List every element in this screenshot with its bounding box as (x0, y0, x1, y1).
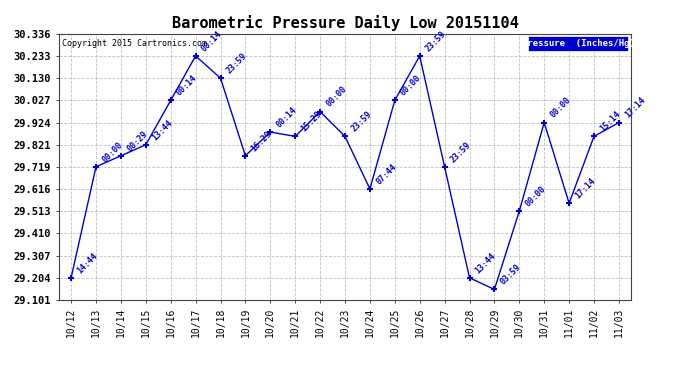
Text: 00:14: 00:14 (275, 105, 299, 129)
Text: 00:14: 00:14 (175, 74, 199, 98)
Text: 00:00: 00:00 (524, 184, 547, 209)
Text: 14:44: 14:44 (75, 251, 99, 275)
Text: 23:59: 23:59 (225, 51, 248, 75)
Text: 17:14: 17:14 (623, 96, 647, 120)
Text: 03:59: 03:59 (499, 262, 522, 286)
FancyBboxPatch shape (529, 36, 629, 51)
Text: 23:59: 23:59 (424, 29, 448, 53)
Text: 16:29: 16:29 (250, 129, 274, 153)
Title: Barometric Pressure Daily Low 20151104: Barometric Pressure Daily Low 20151104 (172, 15, 518, 31)
Text: 23:59: 23:59 (448, 140, 473, 164)
Text: Copyright 2015 Cartronics.com: Copyright 2015 Cartronics.com (61, 39, 206, 48)
Text: 00:00: 00:00 (324, 85, 348, 109)
Text: 07:44: 07:44 (374, 162, 398, 186)
Text: 00:00: 00:00 (549, 96, 573, 120)
Text: 17:14: 17:14 (573, 176, 598, 200)
Text: 13:44: 13:44 (473, 251, 497, 275)
Text: 00:29: 00:29 (125, 129, 149, 153)
Text: 00:00: 00:00 (100, 140, 124, 164)
Text: 15:14: 15:14 (598, 110, 622, 134)
Text: 13:44: 13:44 (150, 118, 174, 142)
Text: 00:00: 00:00 (399, 74, 423, 98)
Text: 15:29: 15:29 (299, 110, 324, 134)
Text: 23:59: 23:59 (349, 110, 373, 134)
Text: Pressure  (Inches/Hg): Pressure (Inches/Hg) (522, 39, 635, 48)
Text: 00:14: 00:14 (200, 29, 224, 53)
